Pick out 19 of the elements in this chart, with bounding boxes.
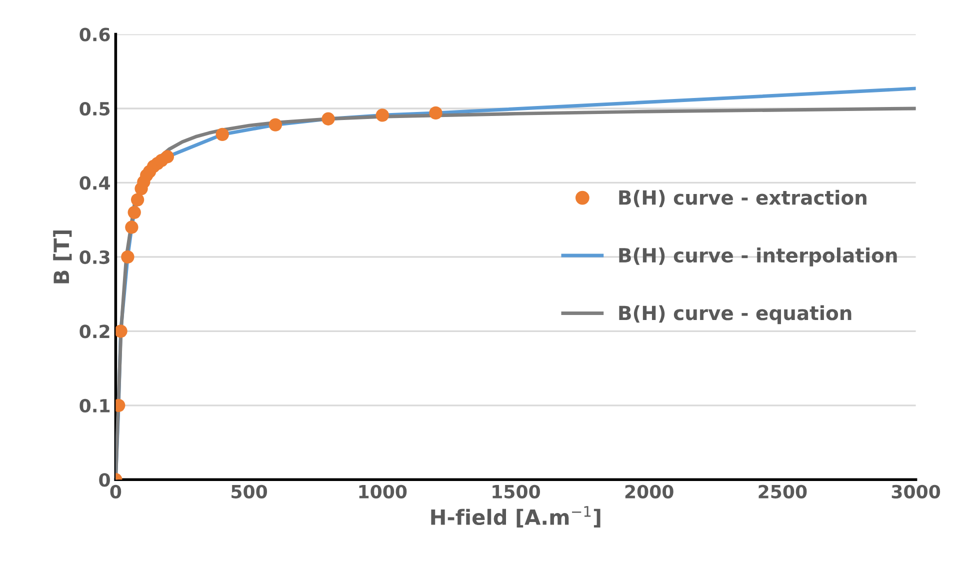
x-tick-label: 500 bbox=[232, 484, 268, 498]
x-tick-label: 1000 bbox=[359, 484, 407, 498]
legend-label: B(H) curve - equation bbox=[619, 305, 852, 324]
y-tick-label: 0.4 bbox=[80, 176, 110, 190]
x-axis-title: H-field [A.m$^{−1}$] bbox=[431, 506, 600, 528]
y-tick-label: 0.2 bbox=[80, 324, 110, 338]
x-tick-label: 1500 bbox=[492, 484, 540, 498]
y-tick-label: 0 bbox=[99, 473, 110, 487]
legend-label: B(H) curve - interpolation bbox=[619, 248, 897, 266]
x-tick-label: 2500 bbox=[758, 484, 807, 498]
y-axis-title: B [T] bbox=[53, 230, 72, 284]
x-tick-label: 2000 bbox=[625, 484, 674, 498]
y-tick-label: 0.5 bbox=[80, 102, 110, 116]
y-tick-label: 0.1 bbox=[80, 398, 110, 413]
x-tick-label: 0 bbox=[110, 484, 122, 498]
y-tick-label: 0.6 bbox=[80, 28, 110, 42]
x-tick-label: 3000 bbox=[892, 484, 940, 498]
legend-label: B(H) curve - extraction bbox=[619, 190, 866, 208]
y-tick-label: 0.3 bbox=[80, 250, 110, 264]
